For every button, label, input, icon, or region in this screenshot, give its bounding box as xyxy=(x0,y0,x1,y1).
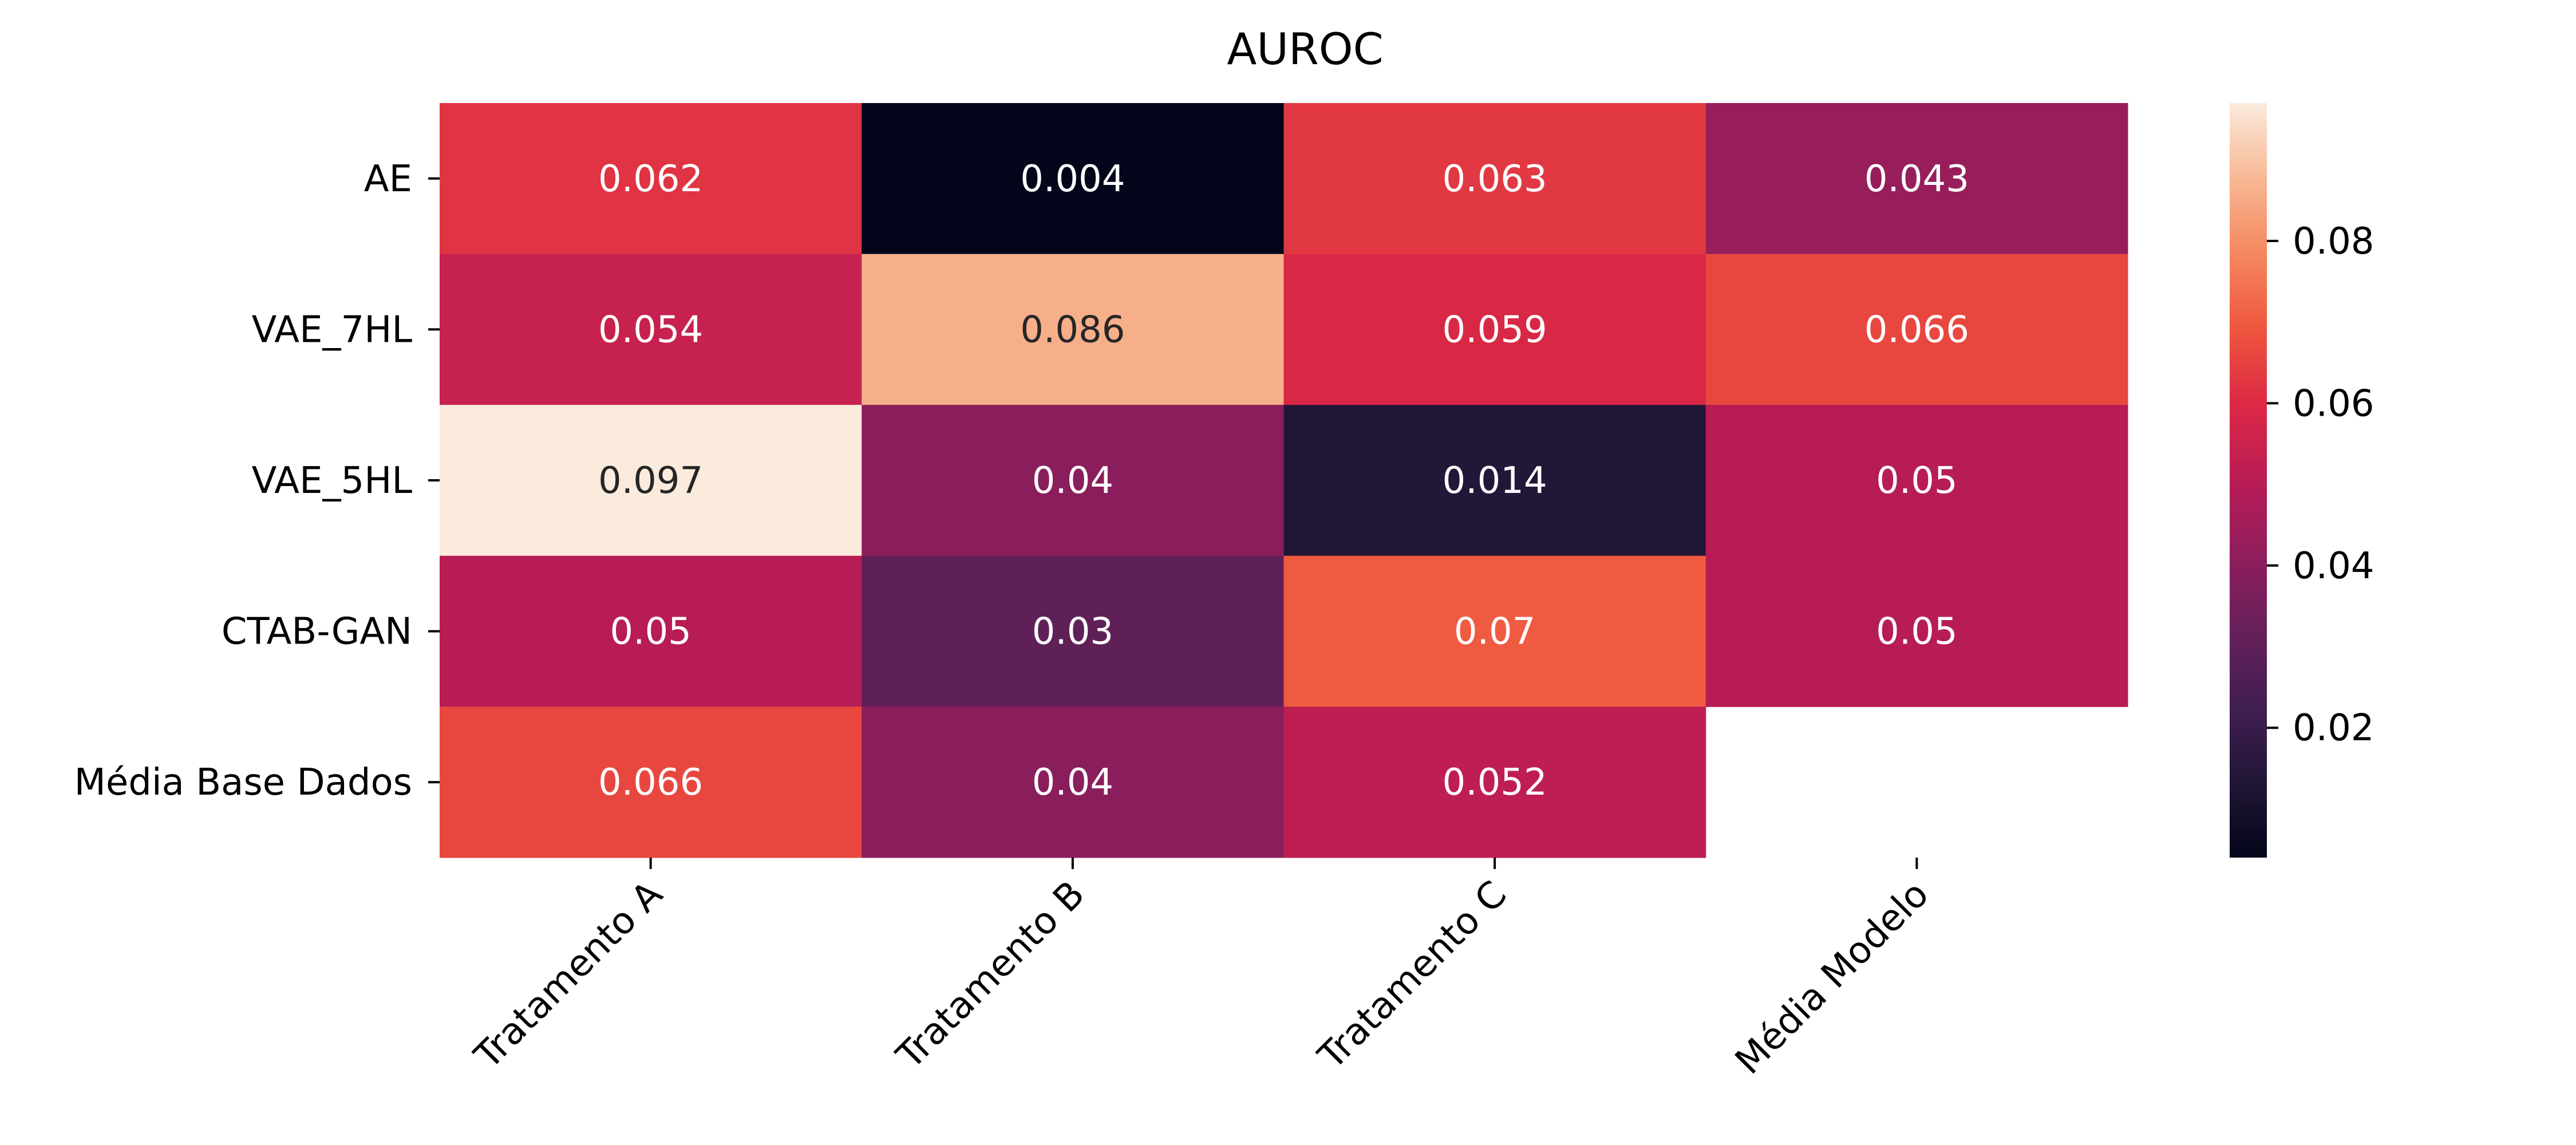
cell-annotation: 0.05 xyxy=(610,611,692,653)
cell-annotation: 0.063 xyxy=(1443,158,1547,200)
heatmap-cell xyxy=(862,103,1284,255)
heatmap-cell xyxy=(440,405,862,556)
y-tick-label: VAE_5HL xyxy=(252,460,413,502)
cell-annotation: 0.052 xyxy=(1443,761,1547,804)
heatmap-cell xyxy=(1705,555,2128,707)
heatmap-cell xyxy=(1283,254,1706,405)
cell-annotation: 0.014 xyxy=(1443,460,1547,502)
heatmap-cell xyxy=(1283,405,1706,556)
heatmap-cell xyxy=(440,706,862,858)
cell-annotation: 0.097 xyxy=(598,460,703,502)
colorbar-tick-label: 0.06 xyxy=(2293,382,2374,425)
heatmap-cell xyxy=(862,405,1284,556)
heatmap-cell xyxy=(862,254,1284,405)
x-tick-label: Tratamento C xyxy=(1310,873,1515,1078)
heatmap-cell xyxy=(1705,103,2128,255)
cell-annotation: 0.062 xyxy=(598,158,703,200)
cell-annotation: 0.066 xyxy=(598,761,703,804)
heatmap-cell xyxy=(440,555,862,707)
colorbar-gradient xyxy=(2230,103,2267,858)
cell-annotation: 0.05 xyxy=(1876,460,1958,502)
y-tick-label: Média Base Dados xyxy=(74,761,412,804)
heatmap-cell xyxy=(1705,254,2128,405)
heatmap-cell xyxy=(862,555,1284,707)
colorbar-tick-label: 0.04 xyxy=(2293,545,2374,587)
cell-annotation: 0.086 xyxy=(1020,309,1125,351)
cell-annotation: 0.07 xyxy=(1454,611,1536,653)
x-tick-label: Tratamento B xyxy=(888,873,1093,1077)
heatmap-cell xyxy=(1283,103,1706,255)
heatmap-annotations: 0.062 0.004 0.063 0.043 0.054 0.086 0.059 0.066… xyxy=(598,158,1969,804)
heatmap-cell xyxy=(862,706,1284,858)
x-tick-label: Média Modelo xyxy=(1727,873,1937,1083)
y-tick-label: AE xyxy=(364,158,412,200)
cell-annotation: 0.004 xyxy=(1020,158,1125,200)
heatmap-cells xyxy=(440,103,2128,858)
heatmap-cell xyxy=(1283,706,1706,858)
cell-annotation: 0.066 xyxy=(1864,309,1969,351)
cell-annotation: 0.05 xyxy=(1876,611,1958,653)
heatmap-cell xyxy=(440,103,862,255)
cell-annotation: 0.04 xyxy=(1032,761,1114,804)
y-tick-label: CTAB-GAN xyxy=(222,611,412,653)
heatmap-cell xyxy=(1283,555,1706,707)
colorbar-tick-label: 0.08 xyxy=(2293,220,2374,263)
colorbar-tick-label: 0.02 xyxy=(2293,707,2374,749)
chart-title: AUROC xyxy=(1227,23,1383,74)
cell-annotation: 0.059 xyxy=(1443,309,1547,351)
colorbar: 0.02 0.04 0.06 0.08 xyxy=(2230,103,2374,858)
x-axis: Tratamento A Tratamento B Tratamento C Médi… xyxy=(467,858,1937,1083)
heatmap-cell xyxy=(440,254,862,405)
cell-annotation: 0.04 xyxy=(1032,460,1114,502)
x-tick-label: Tratamento A xyxy=(467,873,671,1077)
cell-annotation: 0.054 xyxy=(598,309,703,351)
y-tick-label: VAE_7HL xyxy=(252,309,413,351)
cell-annotation: 0.03 xyxy=(1032,611,1114,653)
cell-annotation: 0.043 xyxy=(1864,158,1969,200)
y-axis: AE VAE_7HL VAE_5HL CTAB-GAN Média Base Dados xyxy=(74,158,440,804)
heatmap-cell xyxy=(1705,405,2128,556)
